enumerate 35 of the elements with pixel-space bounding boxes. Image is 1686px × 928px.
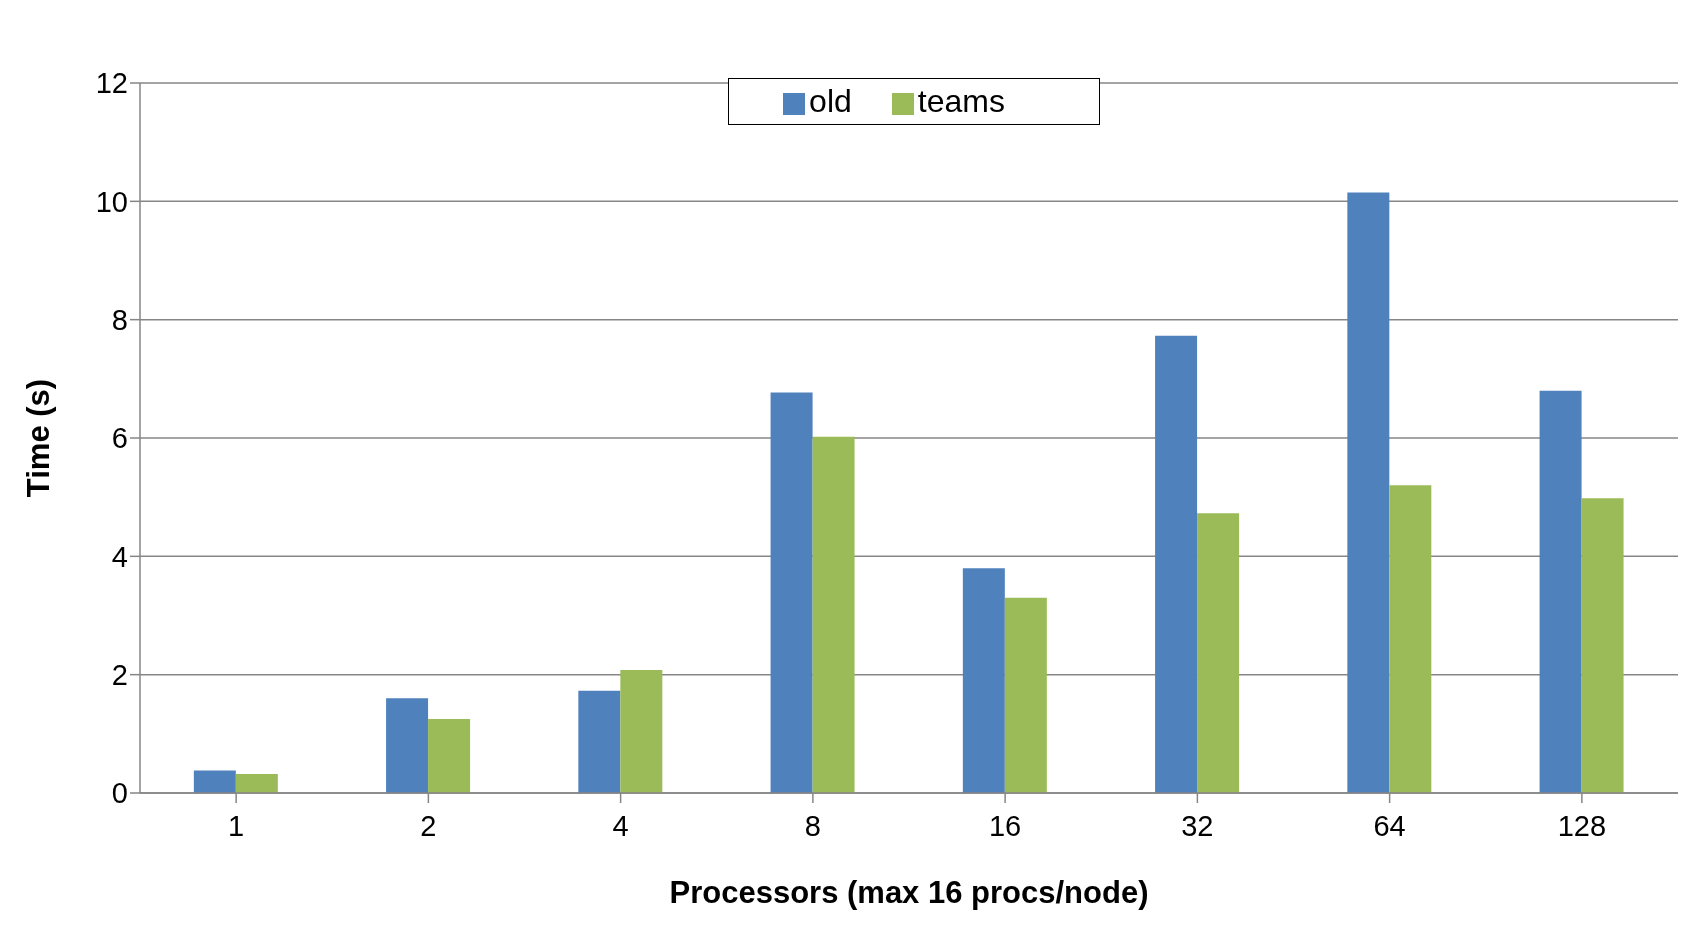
- bar: [578, 690, 621, 793]
- x-tick-label: 8: [804, 809, 821, 842]
- bar: [620, 669, 663, 793]
- x-tick-label: 128: [1557, 809, 1607, 842]
- legend-label: old: [809, 83, 852, 119]
- y-tick-label: 0: [111, 777, 128, 810]
- x-tick-label: 2: [420, 809, 437, 842]
- y-tick-label: 10: [95, 185, 128, 218]
- y-axis-title: Time (s): [21, 378, 57, 498]
- bar: [1155, 335, 1198, 793]
- bar: [770, 392, 813, 793]
- bar: [386, 698, 429, 793]
- y-tick-label: 4: [111, 540, 128, 573]
- bar: [1347, 192, 1390, 793]
- bar: [193, 770, 236, 793]
- x-tick-label: 16: [988, 809, 1022, 842]
- bar: [812, 436, 855, 793]
- bar: [962, 568, 1005, 793]
- x-tick-label: 32: [1181, 809, 1214, 842]
- legend-label: teams: [917, 83, 1005, 119]
- y-tick-label: 8: [111, 303, 128, 336]
- y-tick-label: 6: [111, 422, 128, 455]
- bar: [1004, 597, 1047, 793]
- x-axis-title: Processors (max 16 procs/node): [669, 875, 1149, 910]
- bar: [235, 774, 278, 793]
- bar: [1581, 498, 1624, 793]
- y-tick-label: 2: [111, 658, 128, 691]
- x-tick-label: 1: [228, 809, 245, 842]
- bar: [1389, 485, 1432, 793]
- bar: [1539, 390, 1582, 793]
- bar: [428, 719, 471, 793]
- x-tick-label: 64: [1373, 809, 1406, 842]
- bar: [1197, 513, 1240, 793]
- x-tick-label: 4: [612, 809, 629, 842]
- y-tick-label: 12: [95, 67, 128, 100]
